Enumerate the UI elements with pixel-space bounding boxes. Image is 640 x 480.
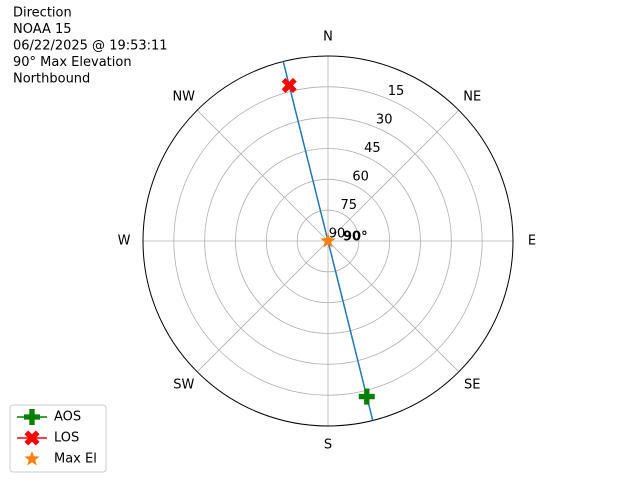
marker-x bbox=[24, 430, 40, 446]
marker-star bbox=[320, 233, 336, 248]
r-tick-label: 15 bbox=[388, 84, 405, 99]
grid-spoke bbox=[327, 240, 460, 373]
theta-tick-label: W bbox=[118, 234, 131, 249]
marker-star bbox=[24, 451, 40, 466]
marker-plus bbox=[358, 388, 375, 405]
theta-tick-label: S bbox=[324, 438, 332, 453]
grid-spoke bbox=[196, 240, 329, 373]
marker-plus bbox=[24, 409, 40, 425]
title-line: 90° Max Elevation bbox=[13, 55, 132, 70]
r-tick-label: 30 bbox=[376, 113, 393, 128]
theta-tick-label: SE bbox=[464, 378, 480, 393]
r-tick-label: 90 bbox=[329, 227, 346, 242]
legend: AOS LOS Max El bbox=[9, 404, 107, 473]
title-line: NOAA 15 bbox=[13, 22, 72, 37]
theta-tick-label: SW bbox=[173, 378, 194, 393]
r-tick-label: 60 bbox=[352, 170, 369, 185]
r-tick-label: 45 bbox=[364, 141, 381, 156]
grid-spoke bbox=[327, 109, 460, 242]
r-tick-label: 75 bbox=[341, 198, 358, 213]
legend-label: Max El bbox=[54, 452, 97, 467]
theta-tick-label: N bbox=[323, 30, 333, 45]
theta-tick-label: NW bbox=[172, 89, 195, 104]
annotation: 90° bbox=[343, 230, 368, 245]
title-line: Direction bbox=[13, 6, 72, 21]
theta-tick-label: E bbox=[528, 234, 536, 249]
marker-x bbox=[281, 77, 297, 93]
legend-label: LOS bbox=[54, 431, 79, 446]
legend-label: AOS bbox=[54, 410, 81, 425]
title-line: 06/22/2025 @ 19:53:11 bbox=[13, 39, 168, 54]
grid-spoke bbox=[196, 109, 329, 242]
polar-frame bbox=[142, 55, 514, 427]
theta-tick-label: NE bbox=[463, 89, 481, 104]
title-line: Northbound bbox=[13, 72, 90, 87]
